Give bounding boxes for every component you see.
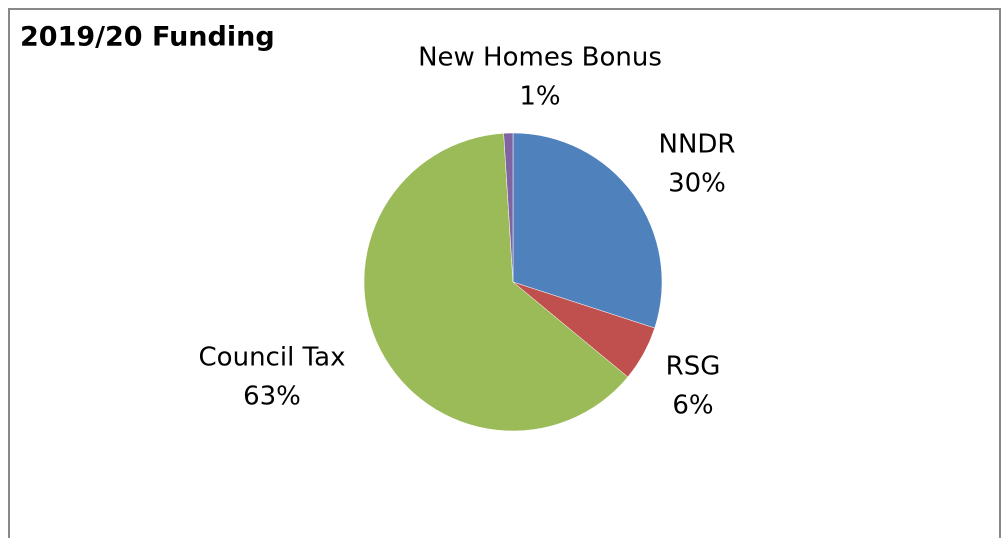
pie-slice xyxy=(363,133,629,432)
chart-title: 2019/20 Funding xyxy=(20,22,275,53)
slice-value: 30% xyxy=(668,169,726,199)
slice-value: 1% xyxy=(519,82,560,112)
slice-value: 6% xyxy=(672,391,713,421)
slice-name: Council Tax xyxy=(199,343,346,373)
chart-border xyxy=(8,8,1001,538)
pie-slice xyxy=(503,132,514,283)
pie-slice xyxy=(512,132,663,329)
slice-name: NNDR xyxy=(659,130,736,160)
slice-value: 63% xyxy=(243,382,301,412)
slice-name: New Homes Bonus xyxy=(418,43,662,73)
slice-name: RSG xyxy=(666,352,721,382)
